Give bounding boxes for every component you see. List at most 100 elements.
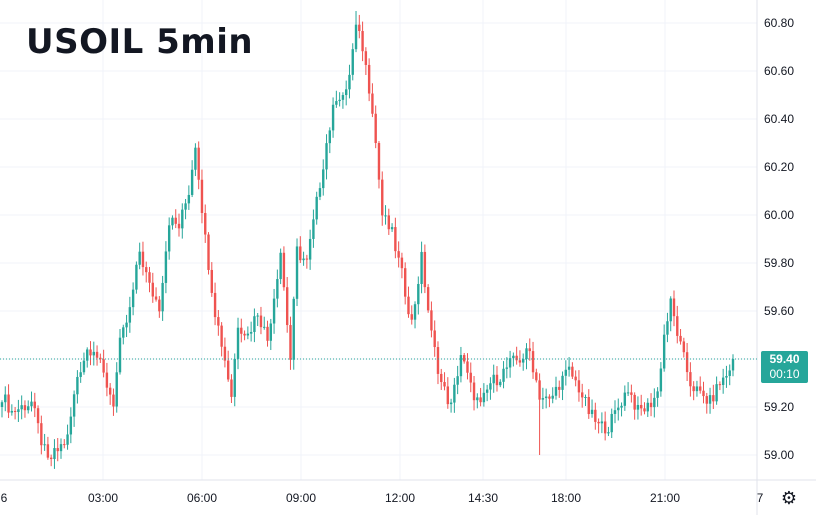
candle-body — [187, 194, 191, 204]
candle-body — [220, 325, 223, 347]
candle-body — [63, 444, 66, 446]
candle-body — [728, 370, 731, 376]
candle-body — [426, 287, 430, 311]
candle-body — [348, 74, 351, 90]
candle-body — [666, 321, 669, 335]
candle-body — [79, 372, 82, 377]
candle-body — [86, 349, 89, 361]
candle-body — [10, 410, 14, 413]
candle-body — [682, 341, 686, 353]
y-tick-label: 60.40 — [764, 112, 794, 126]
candle-body — [544, 396, 548, 399]
candle-body — [407, 296, 410, 315]
candle-body — [413, 304, 417, 320]
candle-body — [495, 374, 499, 386]
candle-body — [53, 448, 56, 460]
x-tick-label: 21:00 — [650, 491, 680, 505]
candle-body — [158, 299, 161, 312]
candle-body — [371, 93, 374, 114]
candle-body — [213, 292, 217, 318]
candle-body — [610, 413, 613, 433]
candle-body — [194, 147, 197, 170]
candle-body — [272, 298, 276, 324]
candle-body — [305, 258, 309, 260]
candle-body — [135, 264, 138, 290]
candle-body — [581, 392, 584, 398]
y-tick-label: 59.20 — [764, 400, 794, 414]
candle-body — [200, 179, 204, 214]
x-tick-label: 12:00 — [385, 491, 415, 505]
candle-body — [453, 384, 456, 403]
candle-body — [508, 358, 512, 368]
candle-body — [712, 395, 715, 402]
candle-body — [620, 405, 623, 408]
candle-body — [374, 113, 377, 144]
x-tick-label: 6 — [1, 491, 8, 505]
candle-body — [27, 406, 30, 411]
candle-body — [253, 316, 256, 332]
candle-body — [417, 283, 420, 305]
candle-body — [522, 359, 525, 363]
candle-body — [46, 444, 50, 458]
candle-body — [331, 104, 335, 131]
candle-body — [725, 375, 728, 378]
candle-body — [181, 209, 184, 229]
candle-body — [449, 402, 453, 405]
candle-body — [30, 401, 33, 407]
candle-body — [289, 325, 292, 360]
candle-body — [20, 405, 23, 410]
x-tick-label: 14:30 — [468, 491, 498, 505]
y-tick-label: 60.60 — [764, 64, 794, 78]
x-tick-label: 06:00 — [187, 491, 217, 505]
candle-body — [285, 287, 289, 326]
candle-body — [584, 396, 587, 398]
candle-body — [367, 64, 371, 94]
candle-body — [603, 421, 607, 434]
candle-body — [535, 372, 538, 381]
candle-body — [122, 327, 125, 338]
candle-body — [479, 397, 482, 403]
candle-body — [256, 315, 259, 317]
y-tick-label: 60.80 — [764, 16, 794, 30]
gear-icon[interactable]: ⚙ — [780, 488, 798, 508]
candle-body — [463, 355, 466, 362]
candle-body — [82, 360, 86, 373]
candle-body — [721, 377, 725, 385]
candle-body — [676, 316, 679, 336]
candle-body — [646, 402, 649, 412]
candle-body — [476, 397, 479, 401]
candle-body — [226, 360, 230, 380]
candle-body — [387, 215, 391, 230]
candle-body — [472, 382, 476, 401]
candle-body — [623, 392, 627, 406]
candle-body — [643, 408, 646, 412]
candle-body — [423, 251, 427, 288]
candle-body — [7, 394, 10, 413]
candle-body — [456, 376, 459, 385]
candle-body — [489, 383, 492, 390]
candle-body — [302, 258, 305, 261]
candle-body — [43, 444, 46, 446]
candle-body — [266, 326, 269, 341]
candle-body — [594, 409, 597, 422]
candle-body — [151, 282, 154, 297]
candle-body — [397, 251, 400, 258]
candle-body — [617, 407, 620, 411]
candle-body — [335, 101, 338, 105]
candle-body — [118, 337, 122, 373]
y-tick-label: 59.80 — [764, 256, 794, 270]
candle-body — [210, 269, 213, 293]
candle-body — [308, 238, 312, 260]
last-price-badge: 59.40 00:10 — [761, 351, 808, 383]
candle-body — [33, 401, 36, 409]
candle-body — [322, 169, 325, 189]
candle-body — [597, 421, 600, 424]
candle-body — [731, 359, 735, 371]
candle-body — [318, 188, 322, 197]
candle-body — [23, 405, 27, 411]
candle-body — [567, 366, 571, 370]
candle-body — [430, 310, 433, 331]
candle-body — [49, 457, 53, 460]
